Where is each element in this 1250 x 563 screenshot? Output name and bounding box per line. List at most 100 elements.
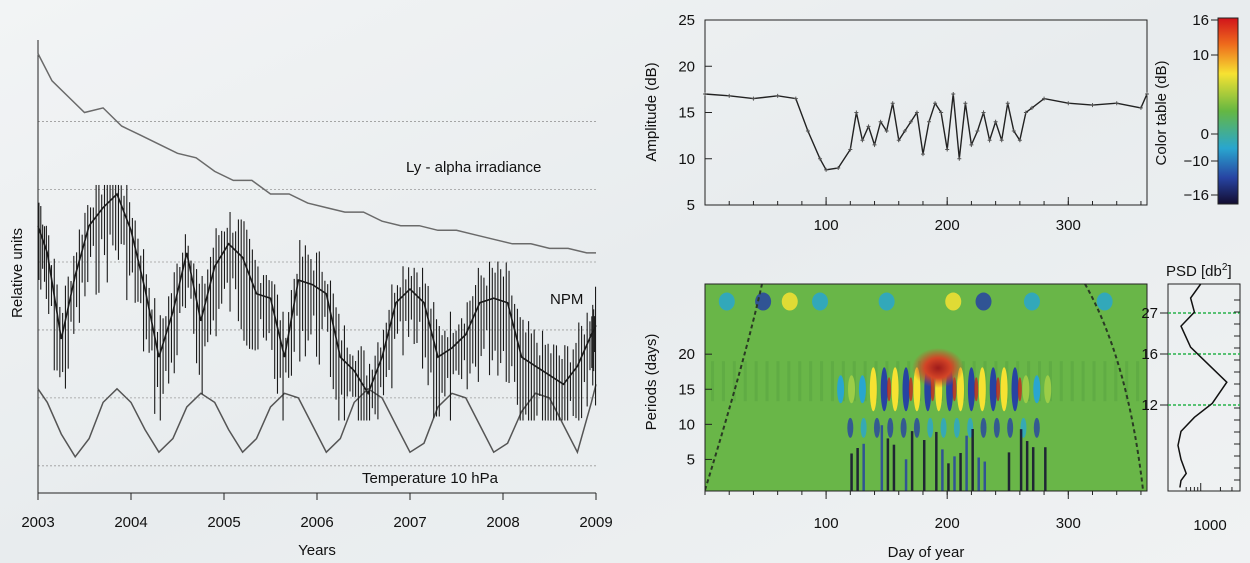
heatmap-frame xyxy=(704,283,1148,492)
heatmap-stripe xyxy=(743,361,747,402)
psd-title: PSD [db2] xyxy=(1166,262,1232,280)
heatmap-cell-red-14 xyxy=(996,377,1001,402)
heatmap-cell-mid-6 xyxy=(902,367,910,412)
heatmap-streak xyxy=(1031,447,1035,491)
amplitude-y-tick-label-5: 5 xyxy=(687,197,695,214)
heatmap-stripe xyxy=(754,361,758,402)
left-time-series-panel: 2003 2004 2005 2006 2007 2008 2009 Ly - alpha … xyxy=(9,40,613,559)
heatmap-stripe xyxy=(809,361,813,402)
heatmap-streak xyxy=(1044,447,1047,491)
heatmap-streak xyxy=(947,463,950,491)
heatmap-stripe xyxy=(1081,361,1085,402)
heatmap-streak xyxy=(910,431,914,491)
heatmap-streak xyxy=(971,429,974,491)
heatmap-y-tick-label-15: 15 xyxy=(678,381,695,398)
color-table-tick-label-4: −16 xyxy=(1184,187,1209,204)
heatmap-stripe xyxy=(830,361,834,402)
heatmap-cell-red-12 xyxy=(974,377,979,402)
heatmap-cell-top-3 xyxy=(812,292,829,311)
cone-of-influence-right xyxy=(1084,284,1144,491)
heatmap-stripe xyxy=(820,361,824,402)
heatmap-y-tick-label-5: 5 xyxy=(687,451,695,468)
psd-x-tick-label-1000: 1000 xyxy=(1193,517,1226,534)
color-table-ticks: 16 10 0 −10 −16 xyxy=(1184,12,1218,204)
heatmap-cell-low xyxy=(1033,417,1040,438)
wavelet-heatmap-panel: 5 10 15 20 100 200 300 Day of year Periods (da… xyxy=(643,283,1148,561)
color-table-tick-label-3: −10 xyxy=(1184,153,1209,170)
heatmap-cell-mid-13 xyxy=(978,367,986,412)
amplitude-y-tick-label-15: 15 xyxy=(678,105,695,122)
heatmap-streak xyxy=(856,448,859,491)
left-x-tick-label-2004: 2004 xyxy=(114,514,147,531)
heatmap-stripe xyxy=(1125,361,1129,402)
heatmap-x-tick-label-300: 300 xyxy=(1056,515,1081,532)
left-y-axis-label: Relative units xyxy=(9,228,26,318)
heatmap-streak xyxy=(1007,452,1011,491)
heatmap-stripe xyxy=(765,361,769,402)
heatmap-streak xyxy=(1025,441,1029,491)
left-series xyxy=(37,53,597,459)
color-table-tick-label-1: 10 xyxy=(1192,47,1209,64)
heatmap-cell-low xyxy=(1007,417,1014,438)
amplitude-ticks: 5 10 15 20 25 100 200 300 xyxy=(678,12,1142,234)
heatmap-stripe xyxy=(798,361,802,402)
heatmap-cell-mid-16 xyxy=(1011,367,1019,412)
heatmap-x-tick-label-100: 100 xyxy=(814,515,839,532)
left-x-tick-label-2008: 2008 xyxy=(486,514,519,531)
heatmap-cell-low xyxy=(900,417,907,438)
heatmap-cell-mid-12 xyxy=(967,367,975,412)
heatmap-streak xyxy=(977,457,980,491)
heatmap-stripe xyxy=(732,361,736,402)
amplitude-panel: 5 10 15 20 25 100 200 300 Amplitude (dB) xyxy=(643,12,1149,234)
heatmap-cell-low xyxy=(993,417,1000,438)
psd-line xyxy=(1177,283,1228,488)
heatmap-cell-low xyxy=(927,417,934,438)
amplitude-line xyxy=(704,93,1148,171)
heatmap-cell-mid-15 xyxy=(1000,367,1008,412)
heatmap-cell-low xyxy=(887,417,894,438)
heatmap-x-axis-label: Day of year xyxy=(888,544,965,561)
heatmap-cell-mid-5 xyxy=(891,367,899,412)
heatmap-streak xyxy=(953,456,956,491)
heatmap-cell-low xyxy=(953,417,960,438)
heatmap-cell-low xyxy=(940,417,947,438)
heatmap-streak xyxy=(983,461,987,491)
heatmap-cell-low xyxy=(913,417,920,438)
left-x-tick-label-2009: 2009 xyxy=(579,514,612,531)
heatmap-stripe xyxy=(1103,361,1107,402)
heatmap-cell-mid-17 xyxy=(1022,375,1030,404)
psd-marker-label-16: 16 xyxy=(1141,346,1158,363)
heatmap-streak xyxy=(886,438,890,491)
amplitude-y-tick-label-25: 25 xyxy=(678,12,695,29)
heatmap-streak xyxy=(1019,429,1023,491)
heatmap-stripe xyxy=(1114,361,1118,402)
heatmap-y-tick-label-20: 20 xyxy=(678,346,695,363)
series-label-npm: NPM xyxy=(550,291,583,308)
heatmap-stripe xyxy=(1136,361,1140,402)
left-x-tick-label-2003: 2003 xyxy=(21,514,54,531)
amplitude-x-tick-label-200: 200 xyxy=(935,217,960,234)
series-line-lyalpha xyxy=(37,53,596,254)
amplitude-y-tick-label-10: 10 xyxy=(678,151,695,168)
amplitude-series xyxy=(703,92,1149,172)
heatmap-streak xyxy=(880,425,884,491)
heatmap-cell-mid-2 xyxy=(858,375,866,404)
heatmap-streak xyxy=(892,444,896,491)
amplitude-x-tick-label-100: 100 xyxy=(814,217,839,234)
amplitude-x-tick-label-300: 300 xyxy=(1056,217,1081,234)
heatmap-cell-low xyxy=(847,417,854,438)
heatmap-cell-mid-3 xyxy=(869,367,877,412)
psd-marker-label-27: 27 xyxy=(1141,305,1158,322)
heatmap-cell-mid-18 xyxy=(1033,375,1041,404)
heatmap-cell-low xyxy=(873,417,880,438)
color-table-tick-label-0: 16 xyxy=(1192,12,1209,29)
heatmap-cell-mid-1 xyxy=(848,375,856,404)
psd-ticks: 27 16 12 1000 xyxy=(1141,299,1240,534)
amplitude-y-tick-label-20: 20 xyxy=(678,58,695,75)
heatmap-cell-top-6 xyxy=(975,292,992,311)
heatmap-stripe xyxy=(776,361,780,402)
heatmap-stripe xyxy=(1092,361,1096,402)
heatmap-cell-top-1 xyxy=(755,292,772,311)
heatmap-cell-low xyxy=(980,417,987,438)
